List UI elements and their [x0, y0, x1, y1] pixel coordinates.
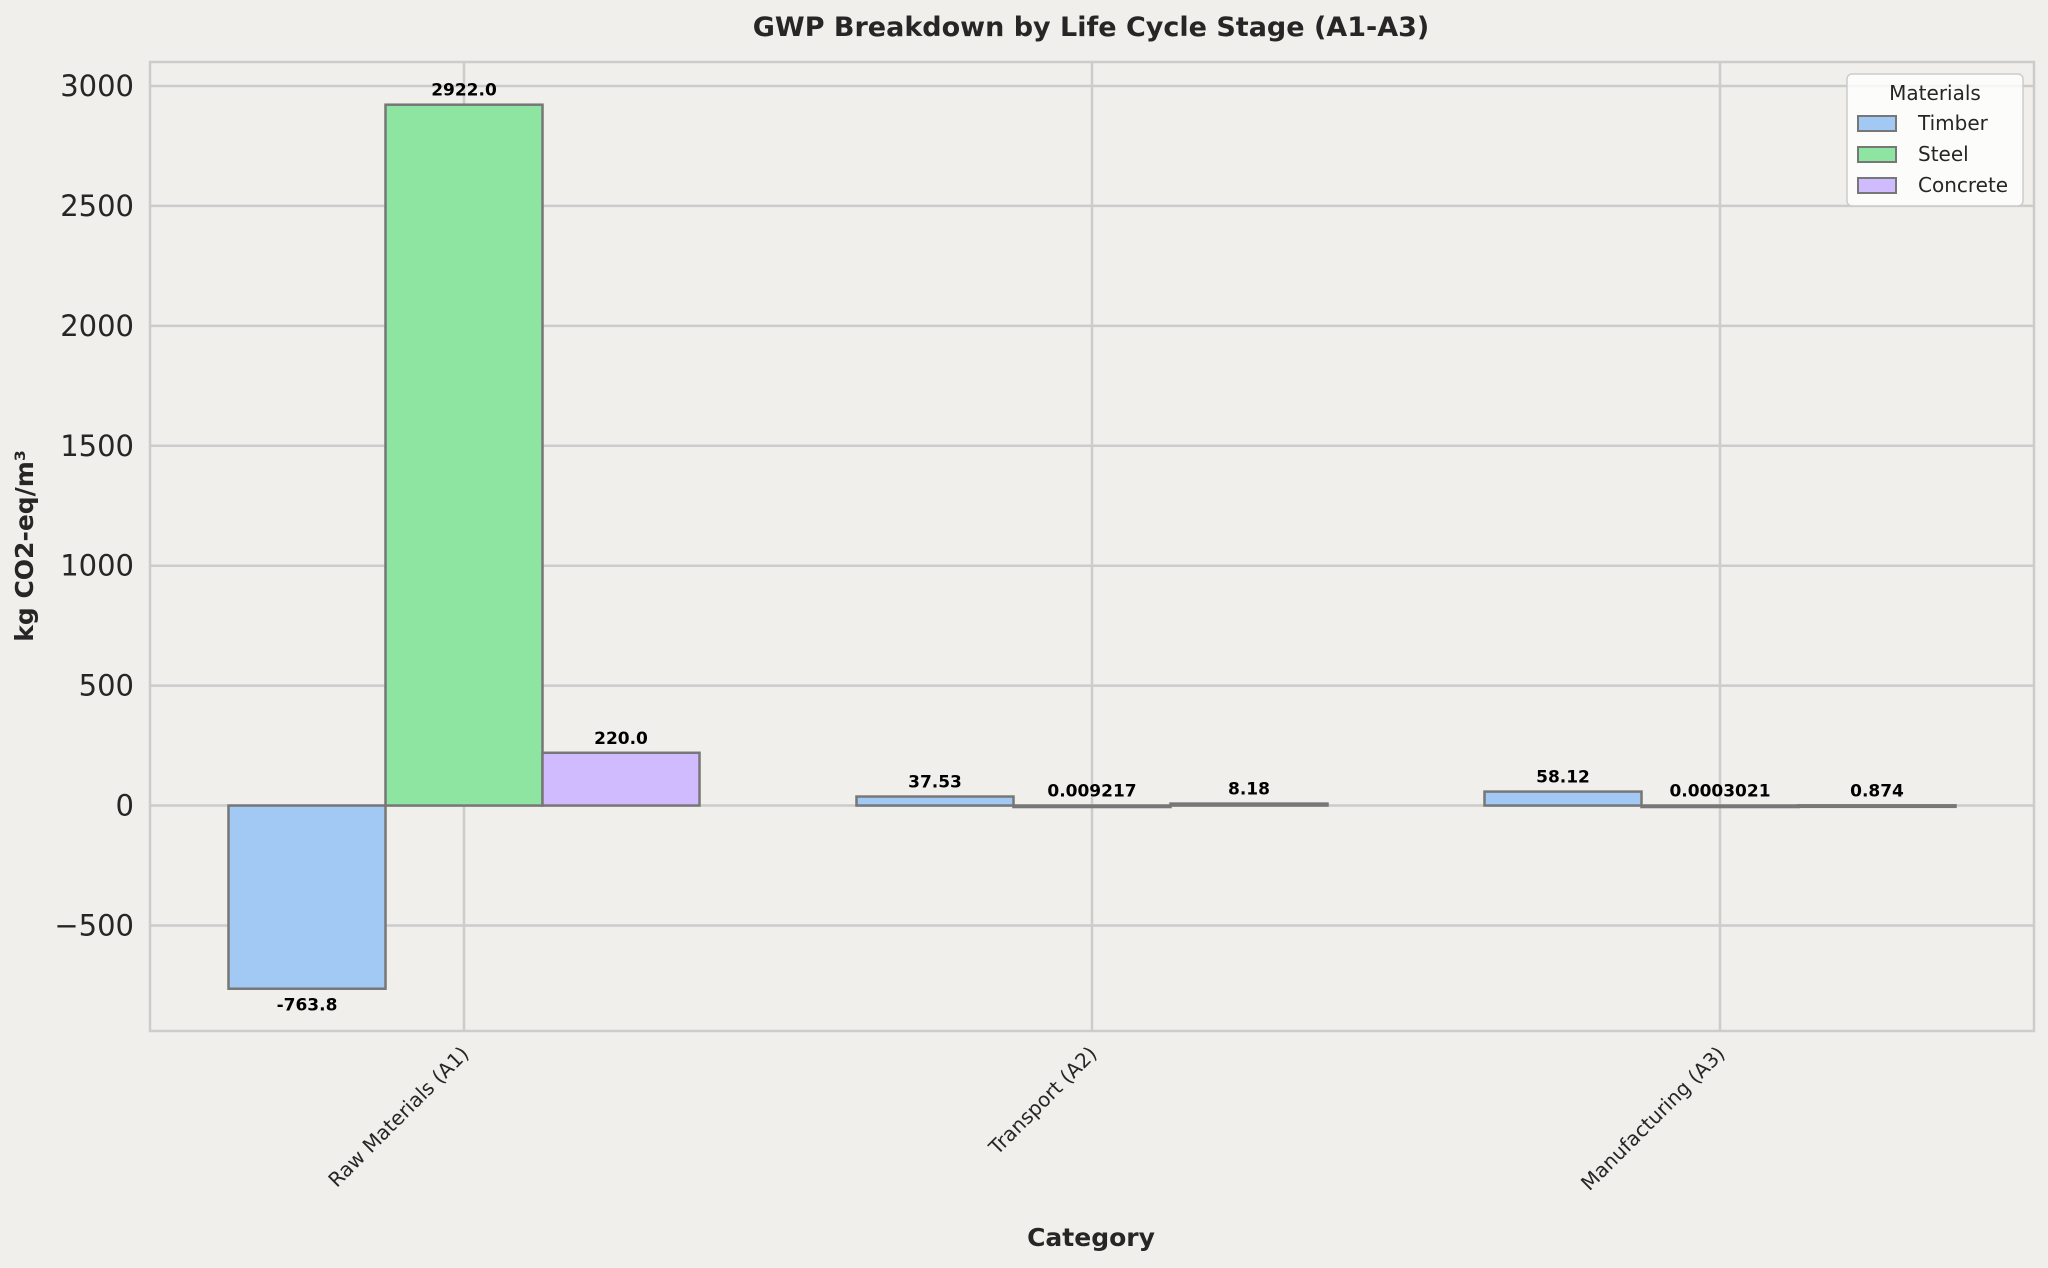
- bar-value-label: 0.0003021: [1669, 782, 1770, 802]
- y-tick-label: 500: [79, 669, 134, 703]
- y-tick-label: 2500: [60, 189, 134, 223]
- legend-swatch-timber: [1857, 115, 1897, 132]
- plot-frame: [148, 60, 2036, 1033]
- legend-box: [1846, 73, 2024, 207]
- bar-value-label: 0.009217: [1047, 782, 1136, 802]
- y-axis-ticks: −500 0 500 1000 1500 2000 2500 3000: [54, 69, 134, 942]
- bar-concrete: [1797, 804, 1957, 809]
- bar-value-label: 58.12: [1536, 768, 1590, 788]
- chart-title: GWP Breakdown by Life Cycle Stage (A1-A3…: [753, 12, 1429, 43]
- y-tick-label: 3000: [60, 69, 134, 103]
- legend-label-steel: Steel: [1918, 142, 1969, 166]
- legend: Materials Timber Steel Concrete: [1846, 73, 2024, 207]
- bar-steel: [1640, 804, 1800, 809]
- x-axis-label: Category: [1027, 1223, 1155, 1252]
- bar-timber: [1483, 790, 1643, 807]
- bar-steel: [384, 103, 544, 807]
- bar-timber: [855, 795, 1015, 807]
- bar-timber: [227, 804, 387, 990]
- bar-value-label: 0.874: [1850, 781, 1904, 801]
- bar-concrete: [1169, 802, 1329, 807]
- legend-swatch-steel: [1857, 146, 1897, 163]
- bars: [227, 103, 1957, 990]
- legend-items: Timber Steel Concrete: [1857, 111, 2008, 197]
- legend-label-timber: Timber: [1917, 111, 1989, 135]
- bar-value-label: -763.8: [277, 996, 338, 1016]
- y-tick-label: 1500: [60, 429, 134, 463]
- bar-value-label: 8.18: [1228, 780, 1270, 800]
- legend-title: Materials: [1889, 81, 1981, 105]
- bar-steel: [1012, 804, 1172, 809]
- bar-value-label: 37.53: [908, 773, 962, 793]
- y-tick-label: −500: [54, 908, 134, 942]
- legend-label-concrete: Concrete: [1918, 173, 2008, 197]
- y-tick-label: 2000: [60, 309, 134, 343]
- bar-value-label: 220.0: [594, 729, 648, 749]
- bar-concrete: [541, 751, 701, 807]
- y-tick-label: 0: [116, 789, 134, 823]
- bar-value-label: 2922.0: [431, 81, 497, 101]
- y-axis-label: kg CO2-eq/m³: [10, 450, 39, 642]
- y-tick-label: 1000: [60, 549, 134, 583]
- legend-swatch-concrete: [1857, 177, 1897, 194]
- bar-value-labels: -763.8 37.53 58.12 2922.0 0.009217 0.0003021 2…: [277, 81, 1904, 1016]
